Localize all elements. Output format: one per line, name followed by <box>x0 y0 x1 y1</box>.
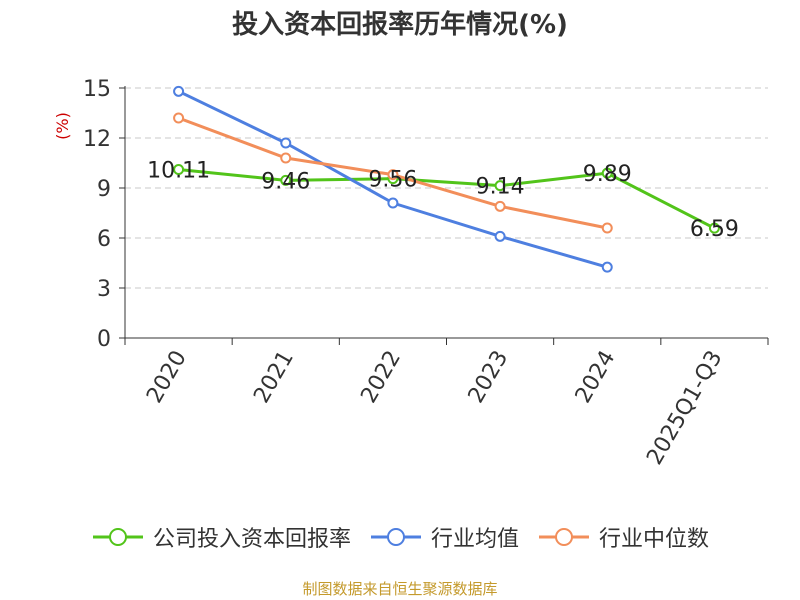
legend-label-company: 公司投入资本回报率 <box>152 527 351 552</box>
x-tick-label: 2024 <box>571 347 621 408</box>
data-point-0 <box>173 164 185 175</box>
data-point-0 <box>280 174 292 186</box>
x-tick-label: 2025Q1-Q3 <box>642 347 727 470</box>
data-point-1 <box>387 197 399 209</box>
data-point-2 <box>173 112 185 124</box>
series-line-0 <box>178 168 716 230</box>
data-point-2 <box>280 152 292 164</box>
data-label: 9.56 <box>368 168 417 193</box>
data-point-1 <box>601 261 613 273</box>
x-tick-label: 2021 <box>249 347 299 408</box>
data-point-2 <box>387 169 399 181</box>
legend-marker-industry-median <box>539 528 589 546</box>
data-point-2 <box>601 222 613 234</box>
data-label: 9.46 <box>261 169 310 194</box>
x-tick-label: 2022 <box>356 347 406 408</box>
legend-item-industry-median[interactable]: 行业中位数 <box>537 521 709 553</box>
data-point-1 <box>173 85 185 97</box>
y-tick-label: 3 <box>97 277 111 302</box>
data-point-0 <box>708 222 720 234</box>
legend-marker-industry-mean <box>370 528 421 546</box>
data-point-0 <box>494 180 506 192</box>
y-tick-label: 6 <box>97 227 111 252</box>
data-label: 6.59 <box>690 217 739 242</box>
data-point-1 <box>494 230 506 242</box>
data-point-0 <box>601 167 613 179</box>
legend-marker-company <box>92 528 143 546</box>
y-tick-label: 12 <box>83 127 111 152</box>
legend: 公司投入资本回报率 行业均值 行业中位数 <box>0 520 800 554</box>
chart-title: 投入资本回报率历年情况(%) <box>232 10 568 40</box>
data-label: 9.89 <box>583 162 632 187</box>
x-tick-label: 2023 <box>464 347 514 408</box>
y-tick-label: 0 <box>97 327 111 352</box>
data-label: 10.11 <box>147 159 210 184</box>
legend-item-company[interactable]: 公司投入资本回报率 <box>91 521 351 553</box>
y-axis-label: (%) <box>53 112 72 140</box>
legend-label-industry-median: 行业中位数 <box>599 527 710 552</box>
y-tick-label: 9 <box>97 177 111 202</box>
data-point-2 <box>494 200 506 212</box>
y-tick-label: 15 <box>83 77 111 102</box>
data-point-1 <box>280 137 292 149</box>
x-tick-label: 2020 <box>142 347 192 408</box>
source-note: 制图数据来自恒生聚源数据库 <box>302 580 498 598</box>
legend-label-industry-mean: 行业均值 <box>430 527 519 552</box>
legend-item-industry-mean[interactable]: 行业均值 <box>369 521 519 553</box>
data-label: 9.14 <box>476 175 525 200</box>
